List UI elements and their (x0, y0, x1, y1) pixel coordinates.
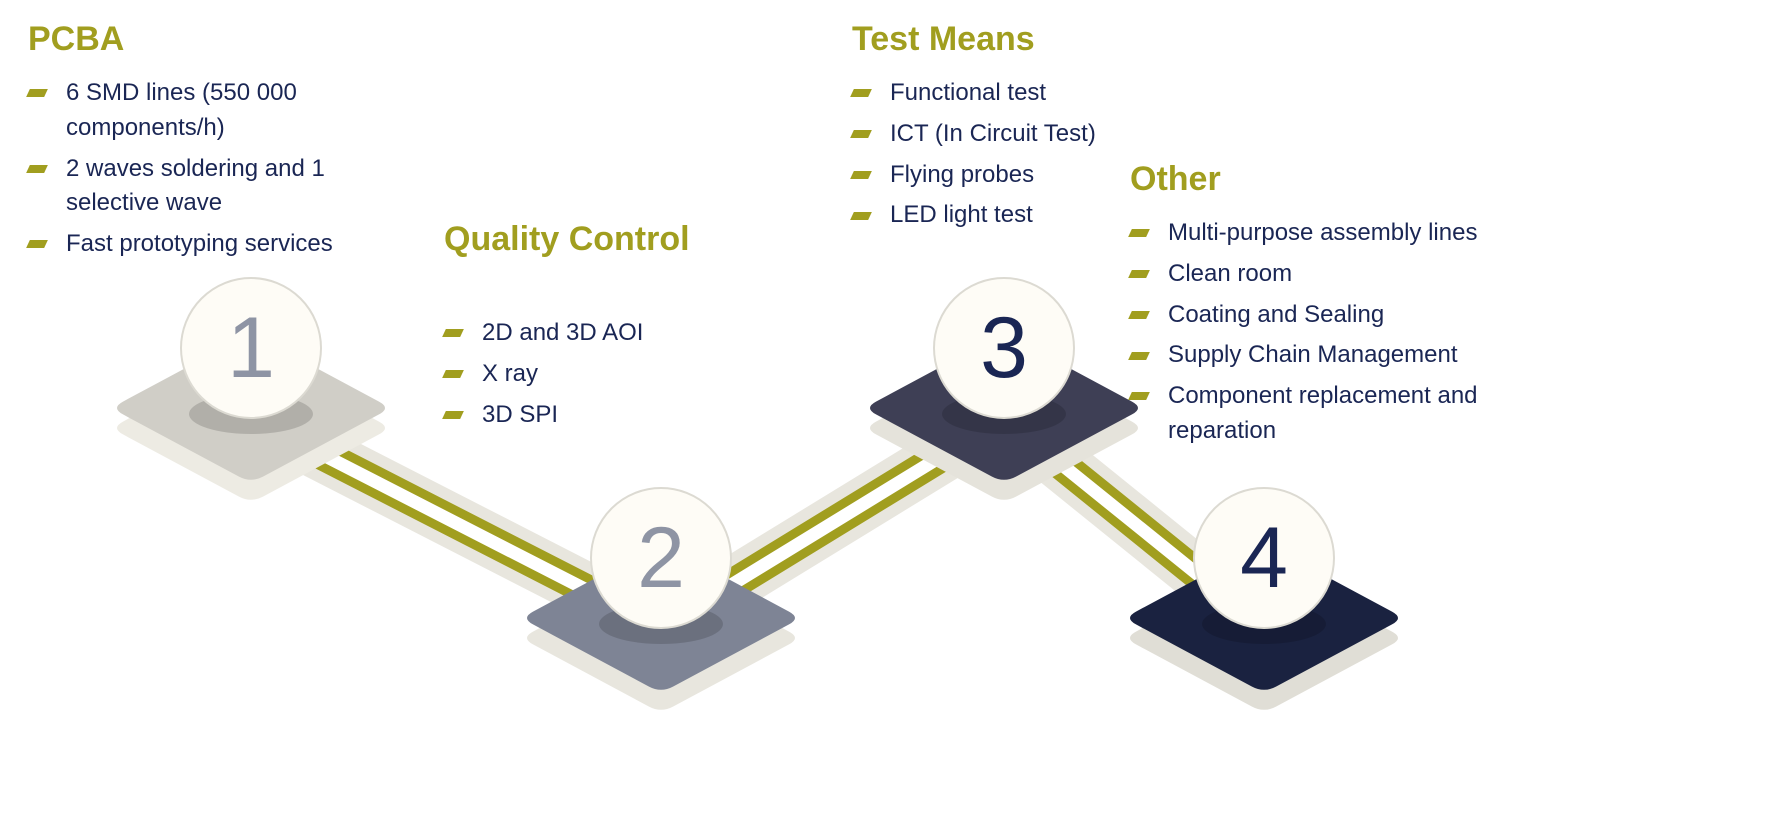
section-1: PCBA6 SMD lines (550 000 components/h)2 … (28, 20, 428, 73)
step-number: 1 (227, 300, 275, 396)
step-node-2: 2 (527, 488, 795, 710)
section-items: Functional test ICT (In Circuit Test) Flyi… (852, 76, 1112, 239)
section-2: Quality Control2D and 3D AOIX ray3D SPI (444, 220, 704, 273)
section-title: PCBA (28, 20, 428, 59)
section-items: 2D and 3D AOI X ray 3D SPI (444, 316, 664, 438)
step-number: 4 (1240, 510, 1288, 606)
section-title: Other (1130, 160, 1550, 199)
section-items: Multi-purpose assembly lines Clean room Co… (1130, 216, 1510, 455)
list-item: Functional test (852, 76, 1112, 111)
list-item: 3D SPI (444, 398, 664, 433)
list-item: Fast prototyping services (28, 227, 388, 262)
infographic-stage: 1234 PCBA6 SMD lines (550 000 components… (0, 0, 1776, 837)
list-item: X ray (444, 357, 664, 392)
section-title: Quality Control (444, 220, 704, 259)
list-item: Coating and Sealing (1130, 298, 1510, 333)
list-item: Component replacement and reparation (1130, 379, 1510, 449)
list-item: ICT (In Circuit Test) (852, 117, 1112, 152)
section-4: OtherMulti-purpose assembly linesClean r… (1130, 160, 1550, 213)
list-item: 2D and 3D AOI (444, 316, 664, 351)
step-number: 2 (637, 510, 685, 606)
section-3: Test MeansFunctional testICT (In Circuit… (852, 20, 1152, 73)
list-item: Multi-purpose assembly lines (1130, 216, 1510, 251)
list-item: Flying probes (852, 158, 1112, 193)
list-item: LED light test (852, 198, 1112, 233)
step-number: 3 (980, 300, 1028, 396)
list-item: 2 waves soldering and 1 selective wave (28, 152, 388, 222)
list-item: Clean room (1130, 257, 1510, 292)
step-node-1: 1 (117, 278, 385, 500)
list-item: Supply Chain Management (1130, 338, 1510, 373)
list-item: 6 SMD lines (550 000 components/h) (28, 76, 388, 146)
section-items: 6 SMD lines (550 000 components/h)2 wave… (28, 76, 388, 268)
section-title: Test Means (852, 20, 1152, 59)
